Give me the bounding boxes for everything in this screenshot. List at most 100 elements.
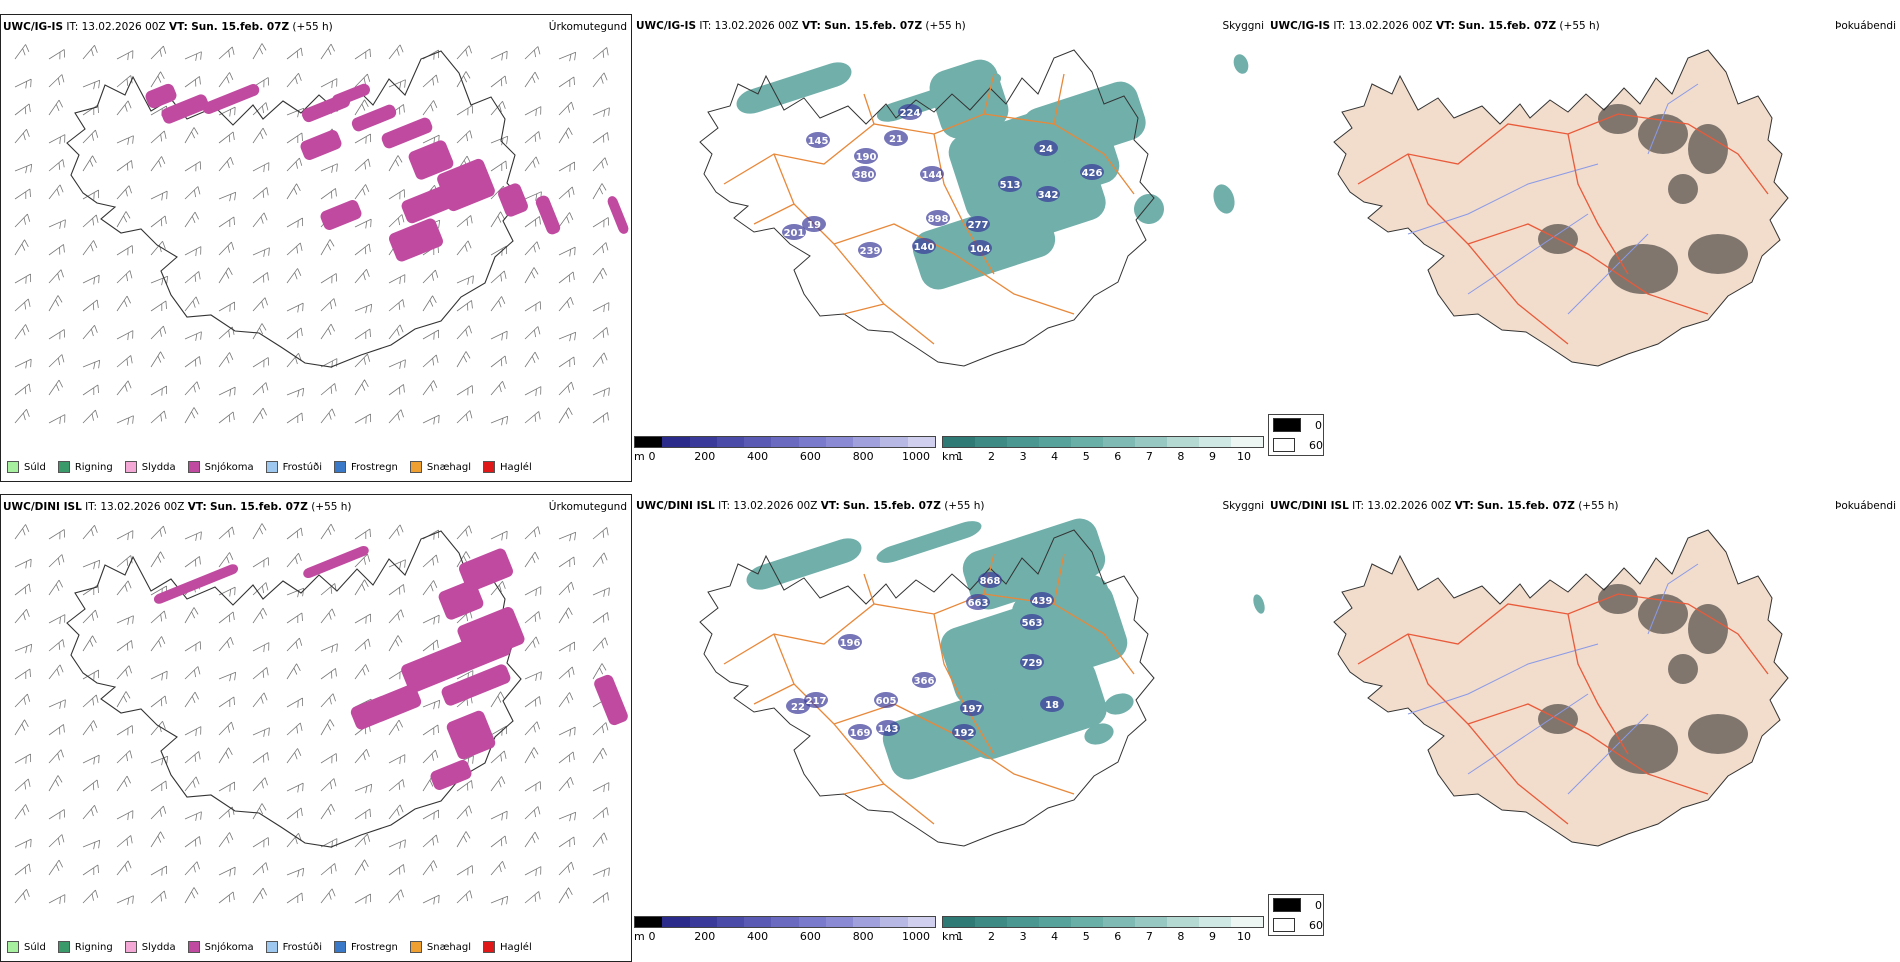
precip-type-panel-1: UWC/IG-IS IT: 13.02.2026 00Z VT: Sun. 15… xyxy=(0,14,632,482)
legend-label: Frostregn xyxy=(351,461,398,473)
wind-barb xyxy=(286,242,303,256)
wind-barb xyxy=(558,531,577,542)
wind-barb xyxy=(354,579,369,596)
wind-barb xyxy=(252,247,270,257)
river xyxy=(1467,693,1589,775)
legend-item: Slydda xyxy=(124,461,176,473)
low-cloud-area xyxy=(952,724,976,740)
wind-barb xyxy=(82,754,100,765)
wind-barb xyxy=(82,214,99,228)
panel-title: UWC/DINI ISL IT: 13.02.2026 00Z VT: Sun.… xyxy=(1270,500,1619,512)
wind-barb xyxy=(184,51,202,61)
cloud-base-label: 868 xyxy=(980,576,1001,587)
colorbar-tick: 9 xyxy=(1208,930,1216,943)
wind-barb xyxy=(388,804,404,820)
wind-barb xyxy=(592,527,609,540)
wind-barb xyxy=(218,216,235,228)
colorbar-tick: 8 xyxy=(1177,930,1185,943)
wind-barb xyxy=(286,157,303,172)
colorbar-segment xyxy=(880,917,908,927)
low-cloud-area xyxy=(858,242,882,258)
cloud-base-label: 19 xyxy=(807,220,821,231)
wind-barb xyxy=(150,275,169,286)
visibility-area xyxy=(1213,184,1235,214)
wind-barb xyxy=(490,415,509,426)
wind-barb xyxy=(252,407,267,424)
wind-barb xyxy=(388,324,404,340)
wind-barb xyxy=(82,864,99,876)
wind-barb xyxy=(592,637,608,652)
wind-barb xyxy=(456,831,471,848)
wind-barb xyxy=(558,776,574,792)
wind-barb xyxy=(150,300,167,312)
wind-barb xyxy=(14,524,30,540)
wind-barb xyxy=(184,887,199,904)
snow-area xyxy=(202,84,260,114)
fog-area xyxy=(1598,584,1638,614)
cloud-base-label: 104 xyxy=(970,244,991,255)
wind-barb xyxy=(82,635,97,652)
panel-title: UWC/IG-IS IT: 13.02.2026 00Z VT: Sun. 15… xyxy=(3,21,333,33)
road xyxy=(753,203,885,315)
wind-barb xyxy=(82,524,98,540)
wind-barb xyxy=(14,888,30,904)
wind-barb xyxy=(82,694,99,708)
wind-barb xyxy=(252,523,267,540)
wind-barb xyxy=(558,887,573,904)
wind-barb xyxy=(524,71,539,88)
wind-barb xyxy=(354,268,370,284)
low-cloud-area xyxy=(848,724,872,740)
colorbar-segment xyxy=(1007,917,1039,927)
wind-barb xyxy=(592,242,609,256)
cloud-base-label: 217 xyxy=(806,696,827,707)
wind-barb xyxy=(320,78,338,89)
colorbar-segment xyxy=(975,437,1007,447)
wind-barb xyxy=(524,891,541,904)
wind-barb xyxy=(218,696,235,708)
wind-barb xyxy=(592,157,608,172)
fog-area xyxy=(1668,654,1698,684)
precip-type-legend: Súld Rigning Slydda Snjókoma Frostúði Frostre… xyxy=(7,461,544,473)
wind-barb xyxy=(592,663,607,680)
wind-barb xyxy=(82,274,100,285)
colorbar-segment xyxy=(689,437,717,447)
colorbar-tick: 6 xyxy=(1114,450,1122,463)
legend-item: Frostúði xyxy=(265,941,322,953)
colorbar-segment xyxy=(880,437,908,447)
visibility-area xyxy=(1134,194,1164,224)
legend-item: Rigning xyxy=(57,461,113,473)
wind-barb xyxy=(48,639,65,652)
wind-barb xyxy=(286,832,302,848)
colorbar-tick: 400 xyxy=(747,450,769,463)
wind-barb xyxy=(286,47,303,60)
colorbar-segment xyxy=(825,437,854,447)
snow-area xyxy=(408,140,454,180)
legend-label: Súld xyxy=(24,461,46,473)
legend-swatch xyxy=(334,461,346,473)
wind-barb xyxy=(320,608,336,624)
wind-barb xyxy=(388,524,404,540)
wind-barb xyxy=(48,134,66,145)
colorbar-segment xyxy=(1103,437,1135,447)
wind-barb xyxy=(150,190,168,201)
wind-barb xyxy=(592,327,609,340)
wind-barb xyxy=(354,893,372,904)
colorbar-tick: 0 xyxy=(648,450,656,463)
wind-barb xyxy=(14,583,31,596)
legend-label: Frostregn xyxy=(351,941,398,953)
wind-barb xyxy=(286,612,303,624)
wind-barb xyxy=(184,246,202,257)
wind-barb xyxy=(48,329,65,340)
wind-barb xyxy=(456,325,472,340)
fog-swatch-60 xyxy=(1273,438,1295,452)
low-cloud-area xyxy=(1020,654,1044,670)
wind-barb xyxy=(354,379,369,396)
wind-barb xyxy=(252,642,270,653)
fog-area xyxy=(1598,104,1638,134)
wind-barb xyxy=(490,750,507,764)
wind-barb xyxy=(354,48,371,60)
wind-barb xyxy=(184,726,202,737)
wind-barb xyxy=(116,640,133,652)
wind-barb xyxy=(320,803,335,820)
road xyxy=(833,223,1075,315)
